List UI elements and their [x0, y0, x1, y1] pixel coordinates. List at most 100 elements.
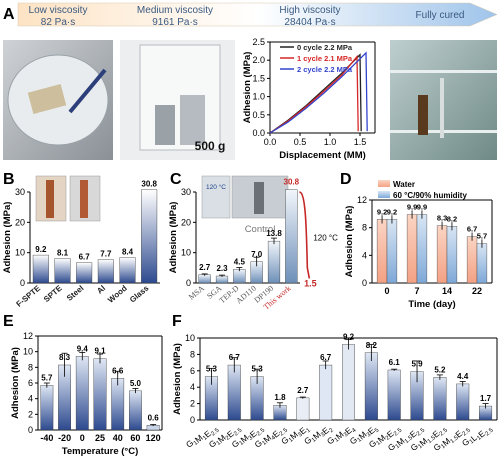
x-tick-label-letter: E	[225, 428, 236, 440]
x-tick-label: 14	[442, 286, 452, 296]
x-tick-label-subscript: 1	[334, 437, 341, 444]
legend-label-0: Water	[393, 180, 415, 189]
data-label: 8.2	[447, 214, 457, 223]
data-label: 2.3	[216, 264, 228, 273]
x-axis-label: Displacement (MM)	[279, 150, 366, 161]
weight-label: 500 g	[195, 139, 226, 153]
x-tick-label: 1.0	[324, 137, 337, 147]
bar	[267, 240, 281, 284]
y-tick-label: 4	[28, 394, 33, 404]
data-label: 5.9	[411, 360, 423, 369]
x-tick-label: AD110	[234, 284, 258, 306]
data-label: 0.6	[148, 413, 160, 422]
x-tick-label-subscript: 5	[374, 427, 381, 434]
y-tick-label: 8	[28, 362, 33, 372]
x-tick-label: 0.0	[264, 137, 277, 147]
y-tick-label: 8	[362, 223, 367, 233]
x-tick-label-base: G	[207, 438, 219, 450]
data-label: 6.7	[467, 225, 477, 234]
x-tick-label-subscript: 1	[469, 438, 476, 445]
panel-c-inset-photos: 120 °C Control	[201, 175, 289, 235]
x-tick-label-letter: E	[343, 425, 354, 437]
x-tick-label-base: G	[348, 435, 360, 447]
x-tick-label: Steel	[65, 284, 85, 303]
panel-b-letter: B	[3, 171, 15, 188]
data-label: 30.8	[141, 180, 157, 189]
x-tick-label-letter: M	[216, 433, 228, 445]
x-tick-label-base: G	[184, 438, 196, 450]
y-tick-label: 0.5	[252, 110, 265, 120]
bar	[141, 189, 158, 284]
x-tick-label: G1M4E2.5	[252, 419, 289, 454]
x-tick-label: G1M1.5E2.5	[409, 419, 450, 457]
panel-c-letter: C	[170, 171, 182, 188]
x-tick-label: -20	[58, 433, 71, 443]
data-label: 9.4	[77, 344, 89, 353]
y-tick-label: 4	[362, 250, 367, 260]
data-label: 4.5	[234, 257, 246, 266]
x-tick-label-subscript: 2.5	[416, 427, 427, 437]
y-tick-label: 2	[28, 409, 33, 419]
y-axis-label: Adhesion (MPa)	[172, 343, 183, 415]
y-axis-label: Adhesion (MPa)	[344, 206, 355, 278]
bar	[93, 358, 107, 431]
y-tick-label: 0	[20, 278, 25, 288]
data-label: 6.6	[112, 366, 124, 375]
x-tick-label-subscript: 3	[320, 431, 327, 438]
x-tick-label-letter: L	[469, 432, 479, 443]
curve-temp-label: 120 °C	[313, 234, 338, 243]
bar	[456, 383, 470, 421]
bar	[476, 243, 488, 284]
x-tick-label-subscript: 1	[306, 427, 313, 434]
y-tick-label: 0	[362, 278, 367, 288]
bar	[296, 397, 310, 421]
x-tick-label: G1M2E2.5	[207, 419, 244, 454]
y-tick-label: 10	[15, 248, 25, 258]
x-tick-label: 22	[472, 286, 482, 296]
bar	[40, 385, 54, 431]
x-tick-label: 40	[113, 433, 123, 443]
x-tick-label-base: G	[409, 441, 421, 453]
y-tick-label: 6	[190, 366, 195, 376]
panel-a: A Low viscosity 82 Pa·s Medium viscosity…	[3, 2, 498, 161]
y-tick-label: 2.0	[252, 55, 265, 65]
bar	[406, 214, 418, 284]
bar	[436, 225, 448, 284]
x-tick-label-letter: M	[193, 433, 205, 445]
data-label: 4.4	[457, 372, 469, 381]
x-tick-label-subscript: 1	[261, 440, 268, 447]
y-tick-label: 0	[186, 278, 191, 288]
x-tick-label-subscript: 2	[385, 435, 392, 442]
y-tick-label: 1.5	[252, 73, 265, 83]
stage-3-title: High viscosity	[279, 5, 340, 16]
x-tick-label-subscript: 1	[376, 440, 383, 447]
data-label: 2.7	[297, 386, 309, 395]
stage-2-value: 9161 Pa·s	[152, 17, 198, 28]
x-tick-label: 60	[130, 433, 140, 443]
data-label: 2.7	[199, 263, 211, 272]
y-tick-label: 10	[185, 333, 195, 343]
bar	[97, 259, 114, 284]
x-tick-label: 0	[384, 286, 389, 296]
x-tick-label-subscript: 2.5	[462, 427, 473, 437]
x-tick-label: F-SPTE	[15, 283, 43, 309]
data-label: 30.8	[284, 178, 300, 187]
x-tick-label-letter: M	[261, 433, 273, 445]
x-tick-label: G1L1E2.5	[460, 419, 495, 452]
x-tick-label: G1M1.5E2.5	[431, 419, 472, 457]
photo-low-viscosity	[3, 40, 113, 160]
x-tick-label-letter: E	[366, 425, 377, 437]
x-tick-label-subscript: 3	[366, 431, 373, 438]
y-axis-label: Adhesion (MPa)	[10, 347, 21, 419]
x-tick-label-subscript: 1.5	[427, 435, 438, 445]
x-tick-label-letter: M	[395, 436, 407, 448]
x-tick-label-base: G	[279, 435, 291, 447]
bar	[446, 226, 458, 284]
x-tick-label-letter: M	[239, 433, 251, 445]
y-tick-label: 6	[28, 378, 33, 388]
x-tick-label-subscript: 1	[357, 437, 364, 444]
data-label: 7.7	[100, 250, 112, 259]
